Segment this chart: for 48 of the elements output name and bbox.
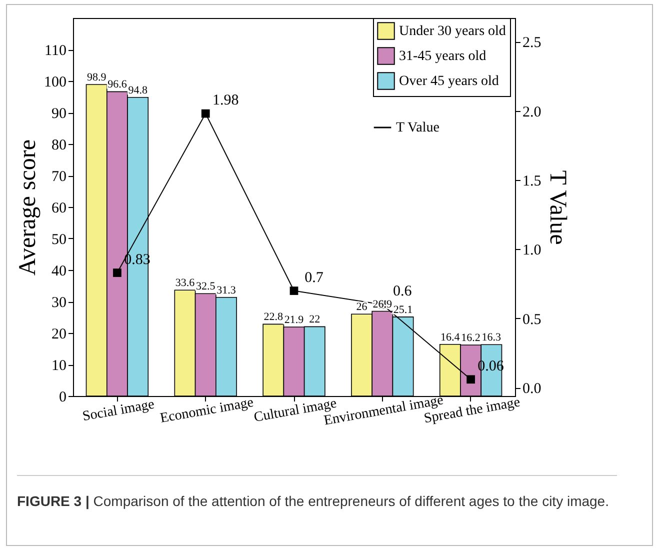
y2-axis-title: T Value xyxy=(544,170,570,245)
y2-tick-label: 2.0 xyxy=(522,104,542,120)
data-label: 32.5 xyxy=(196,280,216,293)
data-label: 0.6 xyxy=(393,284,412,300)
y-tick-label: 90 xyxy=(52,106,66,122)
y-tick-label: 70 xyxy=(52,169,66,185)
y-tick-label: 20 xyxy=(52,326,66,342)
y2-tick-label: 0.5 xyxy=(522,312,542,328)
y-tick-label: 110 xyxy=(44,43,66,59)
data-label: 31.3 xyxy=(216,284,236,296)
legend-label: T Value xyxy=(396,120,440,136)
data-label: 16.4 xyxy=(440,331,460,344)
data-label: 1.98 xyxy=(212,92,239,109)
data-label: 94.8 xyxy=(128,84,148,96)
y-tick-label: 0 xyxy=(59,390,66,406)
point xyxy=(290,286,298,295)
y2-tick-label: 2.5 xyxy=(522,35,542,52)
data-label: 98.9 xyxy=(86,71,107,84)
y-tick-label: 80 xyxy=(52,138,66,154)
data-label: 0.7 xyxy=(304,270,324,286)
data-label: 33.6 xyxy=(175,277,196,290)
y-tick-label: 100 xyxy=(44,74,66,90)
data-label: 22.8 xyxy=(264,311,284,324)
y-tick-label: 30 xyxy=(52,295,66,311)
data-label: 16.2 xyxy=(461,332,480,344)
legend-label: 31-45 years old xyxy=(399,49,486,64)
y2-tick-label: 1.0 xyxy=(522,242,542,259)
data-label: 22 xyxy=(309,314,320,326)
data-label: 96.6 xyxy=(108,78,128,91)
point xyxy=(466,375,475,384)
y-tick-label: 40 xyxy=(52,264,66,280)
data-label: 16.3 xyxy=(482,332,502,344)
point xyxy=(113,268,122,277)
y-tick-label: 10 xyxy=(52,358,66,374)
data-label: 25.1 xyxy=(393,304,413,316)
legend-label: Under 30 years old xyxy=(399,24,506,39)
y-axis-title: Average score xyxy=(15,139,41,276)
data-label: 26 xyxy=(356,301,368,314)
legend-label: Over 45 years old xyxy=(399,74,499,89)
x-tick-label: Economic image xyxy=(159,395,255,426)
y2-tick-label: 0.0 xyxy=(522,381,542,398)
y-tick-label: 60 xyxy=(52,200,66,216)
x-tick-label: Social image xyxy=(81,397,156,425)
y-tick-label: 50 xyxy=(52,232,66,248)
caption: FIGURE 3 | Comparison of the attention of the entrepreneurs of different ages to the city image. xyxy=(17,493,609,509)
point xyxy=(201,109,210,118)
data-label: 21.9 xyxy=(284,314,304,326)
y2-tick-label: 1.5 xyxy=(522,174,542,190)
